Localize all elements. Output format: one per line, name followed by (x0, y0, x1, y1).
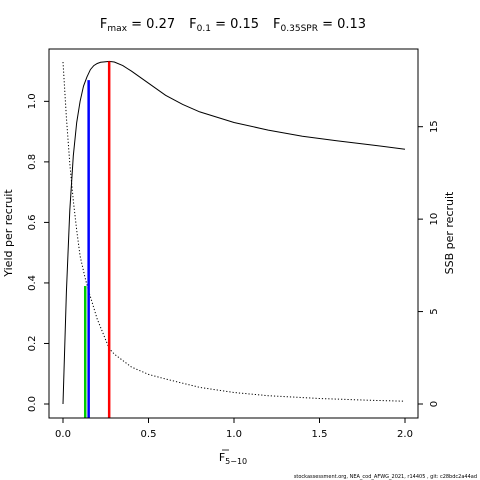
title-f01-sub: 0.1 (197, 24, 211, 34)
title-f035-rest: = 0.13 (318, 17, 366, 32)
x-tick-label: 1.5 (312, 429, 328, 440)
plot-frame (48, 48, 419, 419)
chart-title: Fmax = 0.27 F0.1 = 0.15 F0.35SPR = 0.13 (100, 17, 366, 34)
x-tick-label: 1.0 (226, 429, 242, 440)
title-fmax-rest: = 0.27 (127, 17, 175, 32)
x-tick-label: 0.0 (55, 429, 71, 440)
y-axis-title-right: SSB per recruit (443, 191, 456, 274)
title-f01-rest: = 0.15 (211, 17, 259, 32)
y-right-tick-label: 5 (429, 308, 440, 314)
x-axis-title-main: F (219, 451, 225, 464)
axes-layer: 0.0 0.5 1.0 1.5 2.0 0.0 0.2 0.4 0.6 0.8 1.0 0 5 10 15 (27, 93, 440, 440)
y-left-tick-label: 0.0 (27, 396, 38, 412)
title-fmax-sub: max (107, 24, 127, 34)
y-right-tick-label: 15 (429, 120, 440, 133)
y-left-tick-label: 0.2 (27, 336, 38, 352)
y-axis-title-left: Yield per recruit (2, 189, 15, 278)
y-left-tick-label: 0.4 (27, 275, 38, 291)
x-tick-label: 2.0 (397, 429, 413, 440)
y-right-tick-label: 10 (429, 213, 440, 226)
y-left-tick-label: 1.0 (27, 93, 38, 109)
y-left-tick-label: 0.6 (27, 214, 38, 230)
x-axis-title: F5−10 (219, 451, 247, 466)
x-tick-label: 0.5 (141, 429, 157, 440)
y-right-tick-label: 0 (429, 401, 440, 407)
ssb-per-recruit-line (62, 61, 406, 402)
reference-lines-layer (83, 61, 111, 418)
footnote: stockassessment.org, NEA_cod_AFWG_2021, … (294, 474, 477, 480)
yield-per-recruit-line (62, 60, 406, 405)
lines-layer (62, 60, 406, 405)
title-f035-sub: 0.35SPR (281, 24, 318, 34)
title-f01-main: F (189, 17, 196, 32)
title-f035-main: F (273, 17, 280, 32)
title-fmax-main: F (100, 17, 107, 32)
y-left-tick-label: 0.8 (27, 154, 38, 170)
x-axis-title-sub: 5−10 (225, 457, 247, 466)
